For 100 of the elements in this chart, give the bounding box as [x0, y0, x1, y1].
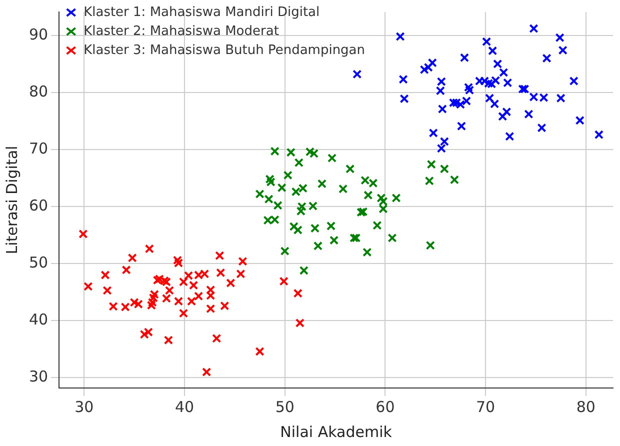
y-tick-label: 90 [28, 25, 48, 44]
point [428, 58, 437, 68]
point [236, 269, 246, 278]
point [226, 278, 236, 288]
point [299, 266, 308, 275]
point [529, 92, 538, 102]
point [264, 194, 274, 204]
point [255, 189, 264, 199]
x-axis-title: Nilai Akademik [280, 422, 392, 441]
point [350, 233, 359, 242]
legend-label: Klaster 2: Mahasiswa Moderat [84, 24, 279, 39]
point [392, 193, 401, 203]
point [291, 187, 300, 196]
point [518, 84, 528, 94]
point [108, 302, 118, 311]
point [84, 282, 93, 291]
point [480, 76, 490, 86]
point [360, 176, 370, 185]
y-tick-label: 30 [28, 368, 48, 386]
point [420, 65, 429, 74]
point [487, 79, 496, 88]
point [326, 221, 336, 230]
point [490, 99, 500, 108]
x-tick-label: 40 [174, 398, 194, 416]
point [152, 276, 162, 285]
x-tick-label: 30 [74, 398, 94, 416]
point [502, 107, 512, 116]
point [488, 46, 498, 56]
point [398, 74, 408, 84]
point [100, 270, 110, 280]
point [462, 96, 472, 106]
point [594, 130, 604, 140]
point [194, 270, 204, 280]
point [448, 98, 458, 108]
point [569, 76, 578, 86]
point [388, 233, 397, 242]
point [556, 94, 566, 103]
point [372, 220, 382, 230]
point [485, 94, 494, 103]
point [263, 216, 272, 225]
point [280, 246, 290, 256]
point [440, 164, 449, 174]
point [424, 176, 434, 186]
point [346, 164, 355, 174]
point [555, 33, 564, 42]
point [178, 277, 188, 286]
y-tick-label: 70 [28, 139, 48, 158]
point [273, 200, 282, 210]
point [464, 86, 474, 95]
point [286, 148, 296, 157]
point [283, 170, 292, 180]
point [438, 104, 447, 114]
point [464, 82, 474, 92]
x-tick-label: 60 [376, 398, 395, 416]
point [298, 184, 308, 193]
point [154, 274, 164, 284]
point [144, 328, 153, 337]
point [338, 184, 348, 194]
point [450, 175, 459, 184]
y-axis-title: Literasi Digital [2, 146, 21, 254]
point [178, 308, 188, 318]
point [352, 70, 362, 79]
point [428, 128, 438, 138]
point [270, 215, 280, 224]
point [396, 32, 405, 42]
point [277, 183, 286, 192]
point [356, 208, 366, 217]
x-tick-label: 70 [476, 398, 496, 416]
point [164, 336, 173, 345]
point [144, 244, 154, 254]
point [238, 256, 248, 266]
point [122, 265, 131, 274]
point [279, 276, 288, 286]
legend-label: Klaster 3: Mahasiswa Butuh Pendampingan [84, 42, 366, 58]
point [200, 269, 210, 278]
point [330, 236, 339, 245]
point [362, 248, 372, 257]
point [174, 296, 184, 306]
point [498, 112, 508, 121]
y-tick-label: 60 [28, 196, 48, 214]
point [491, 76, 500, 86]
point [499, 68, 508, 78]
point [184, 271, 194, 280]
point [215, 251, 224, 260]
point [368, 178, 378, 188]
point [294, 158, 304, 168]
point [575, 116, 584, 125]
point [216, 268, 226, 278]
point [456, 100, 466, 109]
point [206, 304, 216, 314]
point [400, 94, 409, 104]
point [289, 222, 298, 232]
point [558, 46, 568, 55]
point [484, 78, 494, 88]
point [460, 53, 470, 62]
point [293, 288, 302, 298]
point [172, 256, 182, 265]
point [358, 207, 368, 216]
point [102, 286, 112, 295]
point [426, 160, 436, 169]
